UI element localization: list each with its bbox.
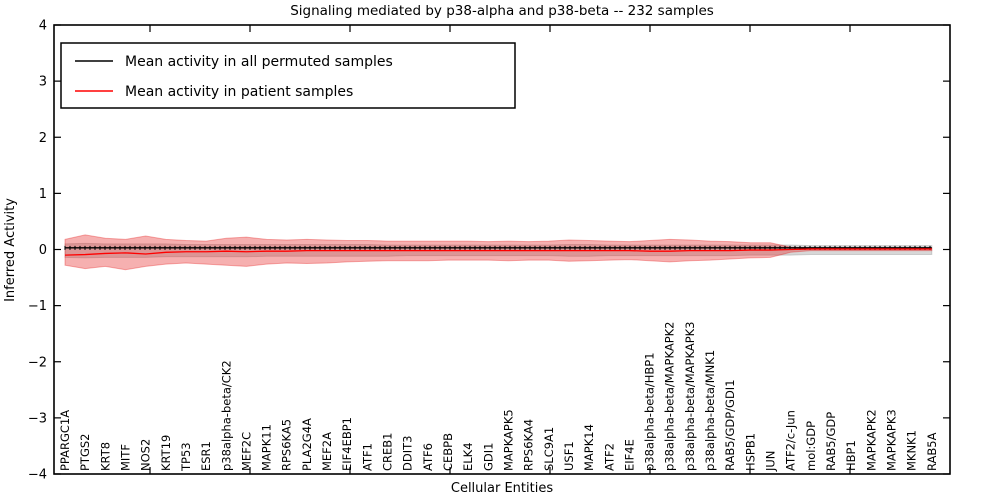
ytick-label: 3 (39, 75, 47, 90)
category-label: EIF4EBP1 (340, 417, 354, 471)
ytick-label: −1 (28, 299, 47, 314)
category-label: USF1 (562, 441, 576, 471)
series-lines (64, 245, 932, 256)
category-label: EIF4E (622, 439, 636, 471)
ytick-label: −4 (28, 468, 47, 483)
category-label: MITF (118, 444, 132, 471)
category-labels: PPARGC1A PTGS2 KRT8 MITF NOS2 KRT19 TP53 ESR1 p3… (58, 322, 939, 473)
category-label: NOS2 (139, 439, 153, 471)
category-label: MAPK11 (260, 424, 274, 471)
legend-box (60, 42, 516, 109)
category-label: MAPKAPK3 (884, 409, 898, 471)
category-label: ATF1 (360, 443, 374, 471)
category-label: GDI1 (481, 443, 495, 471)
category-label: KRT8 (98, 442, 112, 471)
category-label: mol:GDP (804, 421, 818, 471)
category-label: ATF2 (602, 443, 616, 471)
category-label: p38alpha-beta/MAPKAPK2 (663, 322, 677, 472)
category-label: MKNK1 (905, 430, 919, 471)
category-label: RPS6KA4 (522, 419, 536, 471)
category-label: p38alpha-beta/MAPKAPK3 (683, 322, 697, 472)
category-label: MAPKAPK5 (501, 409, 515, 471)
category-label: PLA2G4A (300, 418, 314, 471)
category-label: HBP1 (844, 440, 858, 471)
category-label: PPARGC1A (58, 410, 72, 471)
category-label: MAPK14 (582, 424, 596, 471)
category-label: TP53 (179, 442, 193, 472)
x-axis-label: Cellular Entities (451, 481, 553, 496)
category-label: RAB5/GDP (824, 412, 838, 471)
category-label: ESR1 (199, 441, 213, 471)
category-label: PTGS2 (78, 434, 92, 472)
legend-patient-label: Mean activity in patient samples (125, 84, 353, 100)
category-label: p38alpha-beta/MNK1 (703, 350, 717, 471)
category-label: KRT19 (159, 435, 173, 471)
category-label: CREB1 (381, 433, 395, 472)
category-label: SLC9A1 (542, 427, 556, 471)
category-label: JUN (764, 451, 778, 472)
ytick-label: 1 (39, 187, 47, 202)
category-label: DDIT3 (401, 436, 415, 471)
ytick-label: 4 (39, 19, 47, 34)
ytick-label: 0 (39, 243, 47, 258)
category-label: MEF2A (320, 432, 334, 471)
category-label: p38alpha-beta/HBP1 (643, 352, 657, 471)
category-label: RAB5A (925, 432, 939, 471)
ytick-label: −3 (28, 411, 47, 426)
legend: Mean activity in all permuted samples Me… (60, 42, 516, 109)
category-label: ATF2/c-Jun (784, 410, 798, 471)
ytick-label: −2 (28, 355, 47, 370)
ytick-label: 2 (39, 131, 47, 146)
axes-and-ticks: 4 3 2 1 0 −1 −2 −3 −4 (28, 19, 951, 483)
category-label: HSPB1 (743, 433, 757, 471)
category-label: ELK4 (461, 442, 475, 471)
category-label: MEF2C (239, 432, 253, 471)
chart-title: Signaling mediated by p38-alpha and p38-… (290, 3, 714, 19)
category-label: CEBPB (441, 433, 455, 471)
category-label: ATF6 (421, 443, 435, 471)
legend-permuted-label: Mean activity in all permuted samples (125, 54, 393, 70)
category-label: MAPKAPK2 (864, 409, 878, 471)
category-label: RAB5/GDP/GDI1 (723, 379, 737, 471)
y-axis-label: Inferred Activity (3, 198, 18, 302)
category-label: RPS6KA5 (280, 419, 294, 471)
category-label: p38alpha-beta/CK2 (219, 360, 233, 471)
